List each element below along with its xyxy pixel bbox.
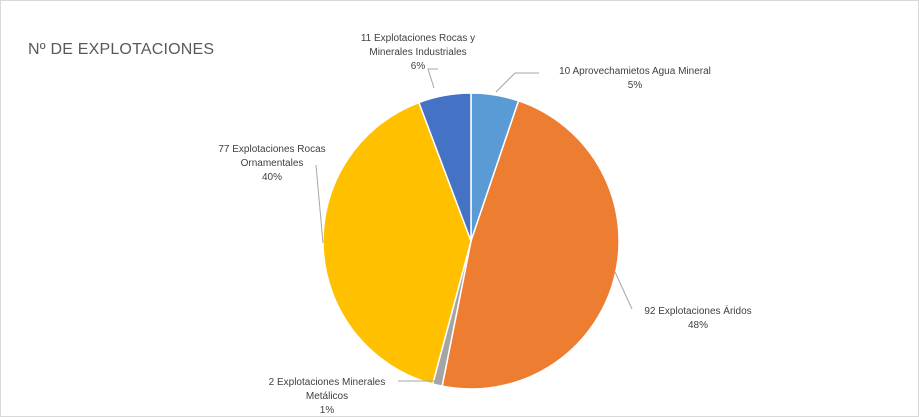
slice-label: 92 Explotaciones Áridos 48% (644, 304, 751, 331)
leader-line (495, 72, 539, 93)
slice-label: 2 Explotaciones Minerales Metálicos 1% (269, 377, 386, 416)
leader-line (315, 164, 324, 244)
chart-title: Nº DE EXPLOTACIONES (28, 41, 215, 58)
slice-label: 11 Explotaciones Rocas y Minerales Indust… (361, 33, 475, 72)
leader-lines (315, 68, 633, 382)
leader-line (427, 68, 438, 89)
pie-slice (417, 92, 472, 242)
slice-label: 77 Explotaciones Rocas Ornamentales 40% (218, 144, 325, 183)
pie-slices (322, 92, 620, 390)
pie-slice (441, 99, 620, 390)
leader-line (614, 271, 633, 310)
data-labels: 10 Aprovechamietos Agua Mineral 5% 92 Expl… (218, 33, 751, 416)
pie-slice (322, 101, 472, 385)
slice-label: 10 Aprovechamietos Agua Mineral 5% (559, 66, 711, 91)
